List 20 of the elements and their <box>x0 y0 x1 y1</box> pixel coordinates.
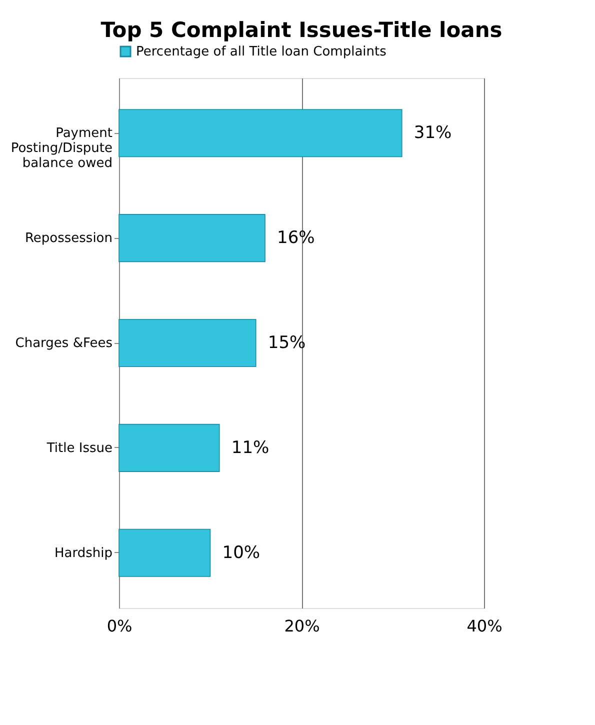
y-tick-label: Title Issue <box>46 440 112 456</box>
data-label: 10% <box>222 542 260 563</box>
data-label: 15% <box>268 333 306 353</box>
chart-title: Top 5 Complaint Issues-Title loans <box>100 18 502 42</box>
y-tick-label: Repossession <box>24 231 112 246</box>
data-label: 16% <box>277 228 315 248</box>
legend-label: Percentage of all Title loan Complaints <box>136 44 387 60</box>
data-label: 11% <box>231 438 270 458</box>
y-tick-label: Charges &Fees <box>15 336 113 351</box>
y-tick-label: Hardship <box>54 546 112 561</box>
bar <box>118 318 256 368</box>
y-tick-label: Payment Posting/Dispute balance owed <box>10 126 112 172</box>
data-label: 31% <box>414 123 452 144</box>
bar <box>118 109 402 158</box>
x-tick-label: 0% <box>106 616 132 636</box>
x-tick-label: 20% <box>284 616 320 636</box>
bar <box>118 214 266 262</box>
bar <box>118 528 211 577</box>
x-tick-label: 40% <box>466 616 502 636</box>
bar <box>118 424 220 472</box>
